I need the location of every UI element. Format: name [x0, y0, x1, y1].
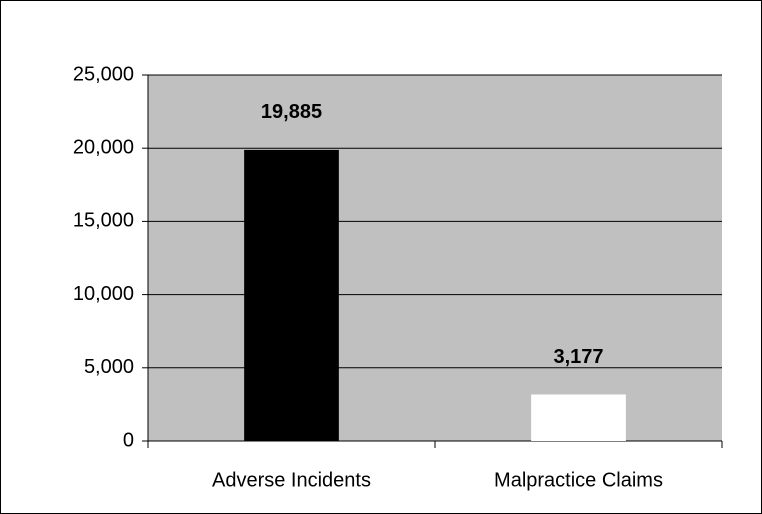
- y-tick-label: 25,000: [73, 63, 134, 85]
- x-tick-label: Adverse Incidents: [212, 469, 371, 491]
- y-tick-label: 15,000: [73, 210, 134, 232]
- x-tick-label: Malpractice Claims: [494, 469, 663, 491]
- y-tick-label: 10,000: [73, 283, 134, 305]
- y-tick-label: 5,000: [84, 356, 134, 378]
- bar: [244, 149, 339, 441]
- bar: [531, 394, 626, 441]
- y-tick-label: 20,000: [73, 136, 134, 158]
- plot-area: [148, 75, 722, 441]
- y-tick-label: 0: [123, 429, 134, 451]
- value-label: 19,885: [261, 101, 322, 123]
- value-label: 3,177: [553, 346, 603, 368]
